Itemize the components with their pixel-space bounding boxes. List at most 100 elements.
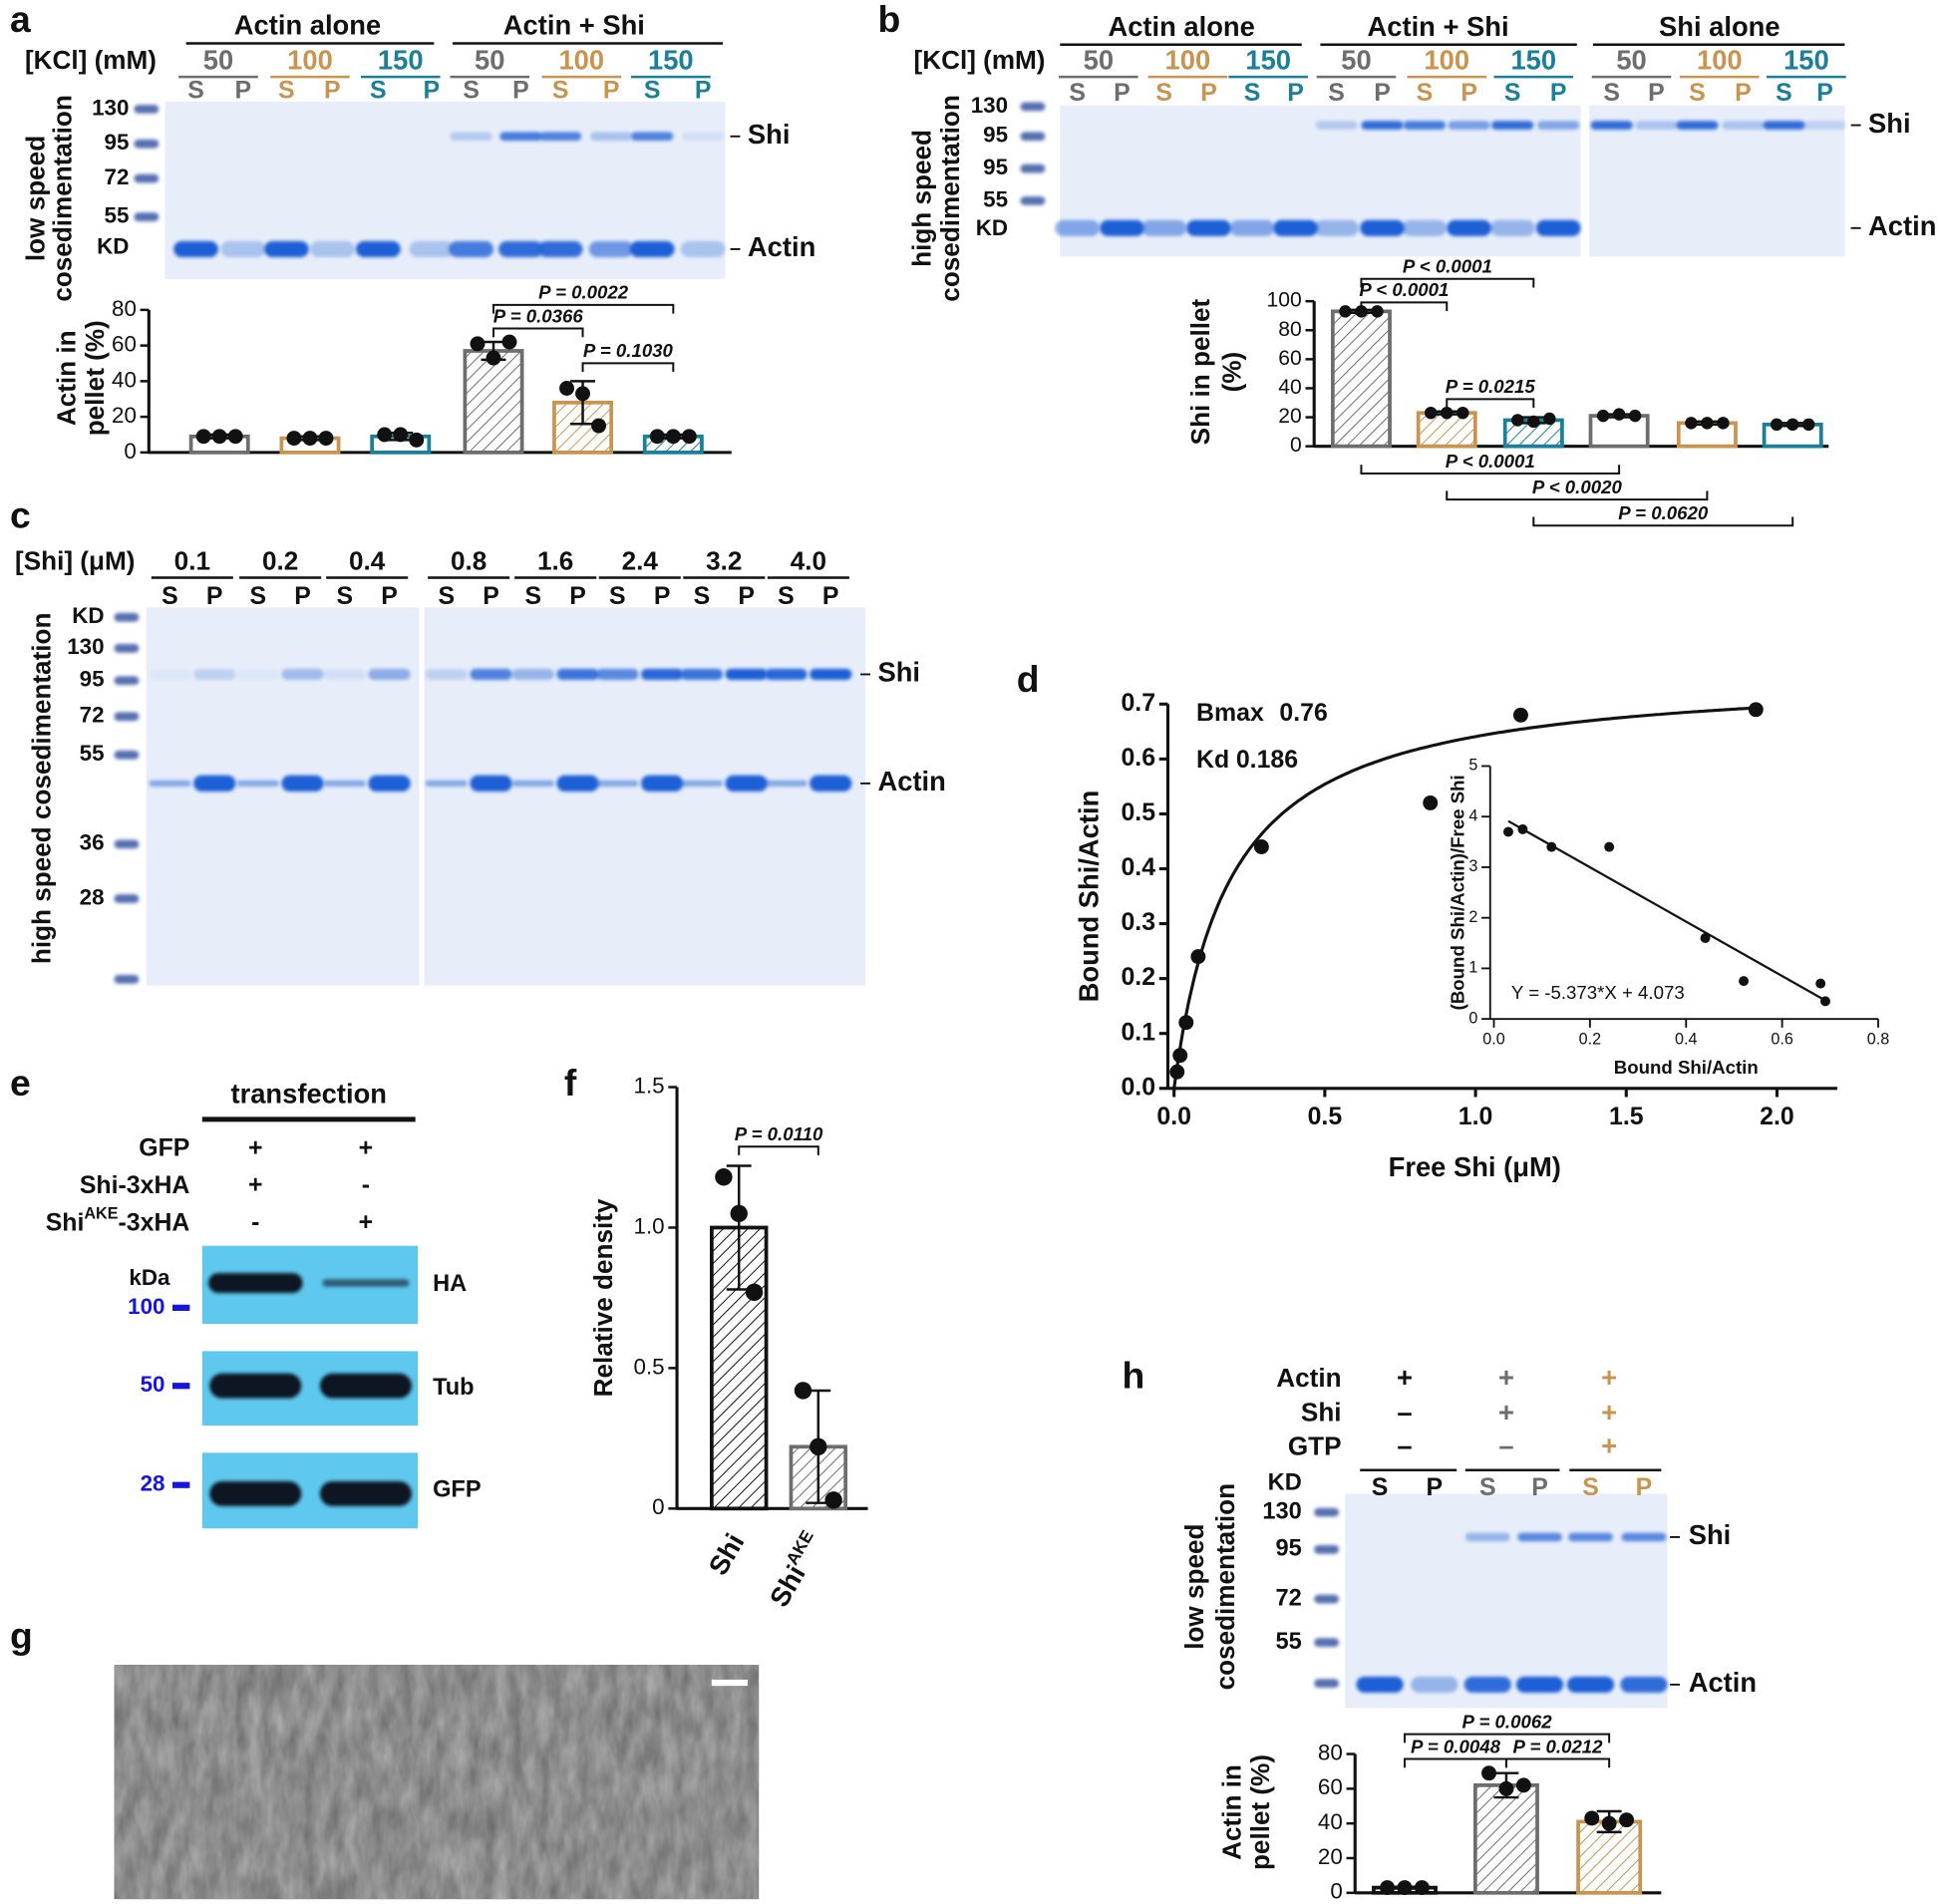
gel-band bbox=[680, 780, 724, 787]
gel-band bbox=[1568, 1532, 1613, 1542]
lane-label: S bbox=[1689, 79, 1706, 107]
data-point bbox=[730, 1204, 748, 1223]
lane-label: S bbox=[1417, 79, 1434, 107]
significance-bracket bbox=[1360, 301, 1449, 312]
marker-label: 55 bbox=[1276, 1629, 1302, 1655]
gel-band bbox=[537, 240, 583, 258]
panel-label: a bbox=[10, 0, 31, 40]
lane-label: P bbox=[1550, 79, 1567, 107]
y-tick-label: 0.1 bbox=[1121, 1018, 1155, 1046]
category: Shi bbox=[764, 1560, 811, 1612]
gel-band bbox=[596, 780, 639, 787]
data-point bbox=[1355, 305, 1368, 318]
condition: 1.6 bbox=[537, 545, 573, 575]
gel-ylabel: low speed bbox=[1179, 1524, 1209, 1650]
marker-label: 95 bbox=[983, 155, 1008, 179]
data-point bbox=[1515, 1777, 1531, 1793]
gel-band bbox=[1566, 1676, 1615, 1693]
y-axis-label: (Bound Shi/Actin)/Free Shi bbox=[1448, 775, 1468, 1010]
condition: 150 bbox=[1245, 44, 1291, 75]
marker-tick bbox=[171, 1481, 190, 1488]
sign: + bbox=[248, 1171, 263, 1199]
data-point bbox=[810, 1437, 827, 1456]
gel-ylabel: cosedimentation bbox=[935, 95, 965, 301]
gel-band bbox=[1273, 219, 1318, 236]
lane-label: S bbox=[1244, 79, 1261, 107]
data-point bbox=[559, 381, 574, 396]
gel-band bbox=[1676, 121, 1719, 130]
condition: 50 bbox=[1341, 44, 1371, 75]
y-tick-label: 1.0 bbox=[634, 1213, 665, 1238]
lane-label: P bbox=[695, 77, 712, 105]
gel-band bbox=[1055, 219, 1101, 236]
y-axis-label: Relative density bbox=[588, 1198, 618, 1397]
data-point bbox=[1604, 841, 1615, 852]
lane-label: S bbox=[694, 582, 711, 610]
lane-label: P bbox=[294, 582, 311, 610]
x-tick-label: 1.5 bbox=[1609, 1103, 1644, 1130]
gel-band bbox=[640, 668, 684, 681]
condition: 3.2 bbox=[706, 545, 742, 575]
y-tick-label: 1 bbox=[1468, 959, 1477, 977]
marker-label: 36 bbox=[80, 830, 105, 855]
data-point bbox=[1397, 1880, 1413, 1896]
condition: 0.4 bbox=[349, 545, 386, 575]
band-label: Actin bbox=[1868, 210, 1936, 241]
gel-band bbox=[1635, 121, 1678, 130]
marker-label: 72 bbox=[80, 703, 105, 728]
data-point bbox=[1527, 415, 1540, 429]
significance-bracket bbox=[1504, 1757, 1611, 1768]
p-value: P = 0.0110 bbox=[735, 1123, 823, 1144]
y-tick-label: 100 bbox=[1267, 289, 1302, 312]
p-value: P = 0.0022 bbox=[538, 282, 629, 303]
p-text: P = 0.0110 bbox=[735, 1123, 823, 1144]
bar bbox=[1472, 1783, 1539, 1895]
lane-label: P bbox=[206, 582, 223, 610]
condition: 150 bbox=[648, 44, 694, 75]
group-label: Actin alone bbox=[234, 10, 381, 41]
fit-value: 0.186 bbox=[1236, 746, 1298, 774]
gel-band bbox=[1535, 219, 1581, 236]
lane-label: P bbox=[1374, 79, 1391, 107]
x-tick-label: 0.0 bbox=[1156, 1103, 1191, 1130]
gel-band bbox=[1803, 121, 1846, 130]
data-point bbox=[1253, 839, 1269, 854]
band-label: Shi bbox=[1868, 108, 1911, 139]
x-tick-label: 0.2 bbox=[1579, 1031, 1601, 1049]
x-tick-label: ShiAKE bbox=[761, 1526, 830, 1612]
p-text: P = 0.0215 bbox=[1446, 376, 1536, 397]
data-point bbox=[1380, 1880, 1396, 1896]
gel-band bbox=[1722, 121, 1765, 130]
gel-band bbox=[1020, 132, 1046, 142]
panel-label: b bbox=[877, 0, 900, 40]
data-point bbox=[824, 1491, 842, 1509]
y-axis-label: pellet (%) bbox=[80, 320, 110, 436]
fit-label: Bmax bbox=[1196, 699, 1264, 727]
significance-bracket bbox=[1446, 490, 1709, 501]
marker-label: 130 bbox=[971, 93, 1008, 118]
gel-band bbox=[1361, 121, 1404, 130]
p-value: P = 0.0062 bbox=[1462, 1711, 1553, 1732]
gel-band bbox=[209, 1480, 302, 1506]
gel-band bbox=[682, 132, 725, 142]
significance-bracket bbox=[492, 303, 675, 314]
lane-label: S bbox=[370, 77, 387, 105]
gel-band bbox=[368, 668, 411, 681]
data-point bbox=[1425, 406, 1438, 420]
y-tick-label: 3 bbox=[1468, 857, 1477, 875]
condition: 0.2 bbox=[262, 545, 298, 575]
data-point bbox=[1371, 305, 1384, 318]
y-tick-label: 80 bbox=[1278, 318, 1302, 341]
lane-label: S bbox=[249, 582, 266, 610]
x-tick-label: 0.6 bbox=[1771, 1031, 1792, 1049]
gel-band bbox=[114, 894, 140, 903]
bar bbox=[1330, 309, 1392, 449]
gel-band bbox=[1314, 1679, 1340, 1689]
gel-band bbox=[236, 780, 279, 787]
data-point bbox=[715, 1168, 733, 1186]
p-text: P = 0.0022 bbox=[538, 282, 629, 303]
sign: - bbox=[362, 1171, 370, 1199]
p-value: P = 0.0366 bbox=[493, 305, 584, 326]
data-point bbox=[1770, 418, 1783, 432]
